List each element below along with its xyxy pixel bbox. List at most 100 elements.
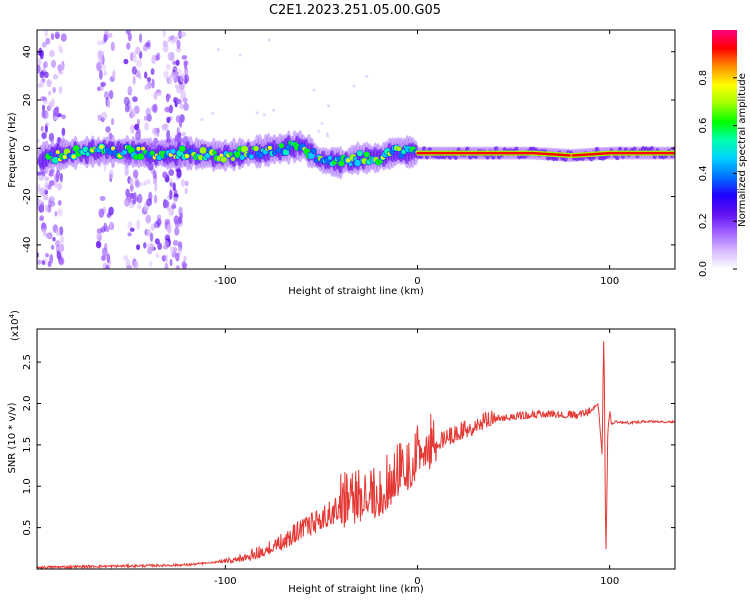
noise-speck bbox=[127, 32, 132, 42]
ridge-blob bbox=[137, 152, 145, 161]
ridge-core bbox=[416, 151, 419, 155]
colorbar-tick-label: 0.2 bbox=[698, 213, 709, 229]
noise-speck bbox=[41, 132, 47, 140]
colorbar-ticks: 0.0 0.2 0.4 0.6 0.8 bbox=[698, 70, 737, 277]
noise-speck bbox=[262, 113, 266, 117]
noise-speck bbox=[172, 239, 179, 246]
noise-speck bbox=[165, 200, 169, 208]
noise-speck bbox=[176, 84, 182, 94]
noise-speck bbox=[325, 132, 329, 136]
noise-speck bbox=[40, 125, 44, 132]
noise-speck bbox=[59, 226, 64, 236]
noise-speck bbox=[136, 204, 142, 210]
colorbar: 0.0 0.2 0.4 0.6 0.8 Normalized spectral ampl… bbox=[698, 30, 748, 277]
ridge-core bbox=[462, 151, 466, 155]
noise-speck bbox=[57, 182, 62, 191]
noise-speck bbox=[52, 86, 56, 94]
ridge-core bbox=[664, 151, 667, 155]
noise-speck bbox=[145, 214, 152, 224]
ridge-core bbox=[472, 151, 475, 155]
noise-speck bbox=[147, 39, 151, 50]
ridge-core bbox=[591, 153, 594, 156]
noise-speck bbox=[97, 40, 102, 46]
noise-speck bbox=[150, 223, 156, 231]
noise-speck bbox=[131, 199, 137, 205]
noise-speck bbox=[174, 226, 180, 236]
colorbar-label: Normalized spectral amplitude bbox=[737, 73, 748, 227]
noise-speck bbox=[43, 194, 49, 201]
noise-speck bbox=[37, 57, 42, 67]
noise-speck bbox=[60, 62, 64, 71]
noise-speck bbox=[40, 96, 46, 102]
ridge-core bbox=[641, 151, 644, 155]
noise-speck bbox=[43, 71, 49, 79]
noise-speck bbox=[100, 226, 106, 233]
ridge-core bbox=[668, 151, 671, 155]
ridge-core bbox=[497, 151, 500, 155]
noise-speck bbox=[146, 198, 153, 207]
snr-y-axis-label: SNR (10 * v/v) bbox=[7, 402, 18, 473]
noise-speck bbox=[44, 30, 48, 38]
ridge-core bbox=[474, 151, 477, 155]
ridge-core bbox=[577, 153, 581, 157]
ridge-blob bbox=[228, 151, 234, 157]
ridge-peak bbox=[141, 146, 146, 151]
noise-speck bbox=[146, 76, 152, 83]
noise-speck bbox=[163, 70, 169, 80]
ridge-peak bbox=[136, 146, 141, 151]
noise-speck bbox=[176, 47, 181, 53]
ridge-peak bbox=[267, 145, 272, 150]
noise-speck bbox=[58, 257, 65, 266]
ridge-core bbox=[570, 154, 573, 157]
noise-speck bbox=[169, 181, 173, 187]
noise-speck bbox=[58, 86, 63, 94]
ridge-core bbox=[556, 153, 560, 156]
noise-speck bbox=[145, 107, 151, 116]
noise-speck bbox=[55, 240, 61, 248]
noise-speck bbox=[98, 208, 105, 218]
noise-speck bbox=[181, 55, 188, 60]
noise-speck bbox=[150, 68, 155, 75]
noise-speck bbox=[48, 101, 53, 110]
noise-speck bbox=[111, 118, 115, 126]
ridge-core bbox=[633, 151, 637, 155]
snr-scale-label: (x104) bbox=[8, 310, 21, 341]
noise-speck bbox=[46, 79, 52, 88]
noise-speck bbox=[132, 96, 138, 103]
ridge-peak bbox=[62, 155, 67, 160]
noise-speck bbox=[164, 262, 169, 269]
noise-speck bbox=[167, 224, 172, 235]
noise-speck bbox=[175, 98, 182, 104]
noise-speck bbox=[216, 48, 220, 52]
noise-speck bbox=[101, 247, 108, 257]
noise-speck bbox=[135, 179, 140, 189]
noise-speck bbox=[125, 30, 131, 35]
noise-speck bbox=[37, 259, 42, 265]
ridge-core bbox=[624, 151, 627, 155]
noise-speck bbox=[170, 246, 175, 254]
ridge-core bbox=[458, 151, 462, 155]
noise-speck bbox=[123, 255, 129, 261]
noise-speck bbox=[53, 181, 58, 188]
noise-speck bbox=[37, 83, 43, 88]
snr-scale-text: (x10 bbox=[10, 318, 21, 341]
snr-scale-exponent: 4 bbox=[8, 313, 16, 318]
noise-speck bbox=[143, 115, 148, 121]
ridge-core bbox=[451, 151, 454, 155]
snr-x-ticks: -100 0 100 bbox=[214, 329, 619, 587]
noise-speck bbox=[169, 258, 173, 267]
ridge-core bbox=[518, 151, 521, 155]
x-tick-label: -100 bbox=[214, 276, 237, 287]
x-tick-label: -100 bbox=[214, 576, 237, 587]
ridge-core bbox=[566, 154, 569, 157]
noise-speck bbox=[175, 59, 180, 66]
ridge-core bbox=[589, 153, 592, 156]
ridge-core bbox=[650, 151, 654, 155]
noise-speck bbox=[169, 189, 173, 200]
noise-speck bbox=[184, 60, 189, 66]
ridge-core bbox=[477, 151, 481, 155]
ridge-core bbox=[426, 151, 429, 155]
noise-speck bbox=[47, 260, 52, 268]
noise-speck bbox=[48, 171, 54, 177]
